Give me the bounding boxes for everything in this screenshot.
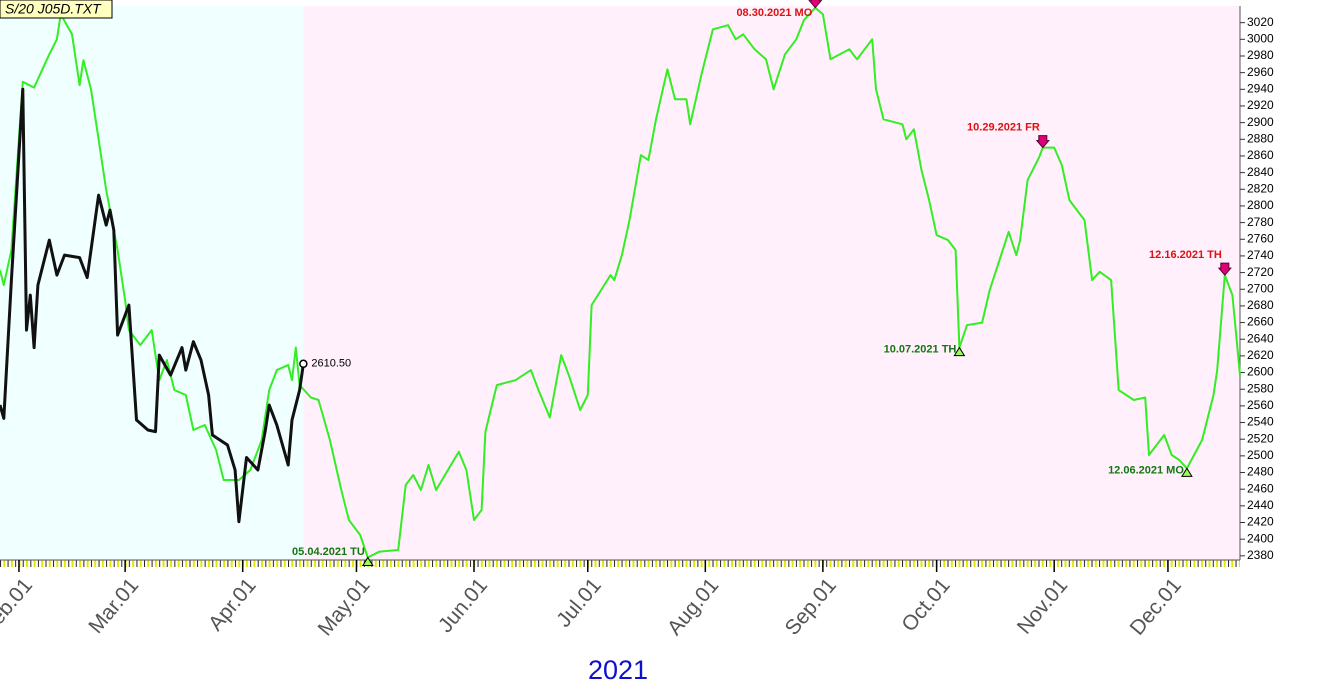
y-tick-label: 2700 [1247, 281, 1274, 295]
series-line [0, 87, 305, 524]
title-box [0, 0, 113, 19]
annotation: 08.30.2021 MO [736, 7, 812, 19]
forecast-background [303, 6, 1241, 560]
y-tick-label: 2440 [1247, 498, 1274, 512]
y-tick-label: 2800 [1247, 198, 1274, 212]
y-tick-label: 2680 [1247, 298, 1274, 312]
low-marker [361, 556, 374, 567]
y-tick-label: 2880 [1247, 131, 1274, 145]
x-tick-label: Sep.01 [781, 574, 841, 640]
high-marker [808, 0, 823, 9]
y-tick-label: 2580 [1247, 381, 1274, 395]
x-tick-label: May.01 [314, 574, 375, 640]
y-tick-label: 2520 [1247, 431, 1274, 445]
x-tick-label: Aug.01 [663, 574, 723, 640]
x-tick-label: Jun.01 [434, 574, 492, 637]
y-tick-label: 2900 [1247, 115, 1274, 129]
high-marker [1217, 262, 1232, 276]
y-tick-label: 2640 [1247, 331, 1274, 345]
y-tick-label: 3020 [1247, 15, 1274, 29]
x-tick-label: Nov.01 [1013, 574, 1072, 639]
y-tick-label: 2740 [1247, 248, 1274, 262]
low-marker [1181, 467, 1193, 477]
annotation: 05.04.2021 TU [292, 546, 365, 558]
y-tick-label: 2400 [1247, 531, 1274, 545]
minor-ticks [0, 560, 1240, 568]
history-background [0, 6, 304, 560]
y-tick-label: 2500 [1247, 448, 1274, 462]
y-tick-label: 2980 [1247, 48, 1274, 62]
x-tick-label: Apr.01 [204, 574, 261, 635]
y-tick-label: 2540 [1247, 415, 1274, 429]
x-tick-label: Mar.01 [84, 574, 143, 638]
y-tick-label: 2620 [1247, 348, 1274, 362]
annotation: 10.29.2021 FR [967, 122, 1040, 134]
y-tick-label: 2940 [1247, 81, 1274, 95]
annotation: 10.07.2021 TH [884, 343, 957, 355]
high-marker [1035, 135, 1050, 149]
chart-title: S/20 J05D.TXT [5, 1, 102, 17]
y-tick-label: 2380 [1247, 548, 1274, 562]
series-line [0, 6, 1241, 559]
y-tick-label: 2660 [1247, 315, 1274, 329]
y-tick-label: 2480 [1247, 465, 1274, 479]
last-point [299, 359, 308, 369]
y-tick-label: 2780 [1247, 215, 1274, 229]
y-tick-label: 3000 [1247, 31, 1274, 45]
low-marker [953, 346, 966, 357]
y-tick-label: 2840 [1247, 165, 1274, 179]
annotation: 12.16.2021 TH [1149, 249, 1222, 261]
y-tick-label: 2820 [1247, 181, 1274, 195]
annotation: 12.06.2021 MO [1108, 464, 1184, 476]
y-tick-label: 2600 [1247, 365, 1274, 379]
y-tick-label: 2960 [1247, 65, 1274, 79]
x-tick-label: Dec.01 [1126, 574, 1186, 640]
y-tick-label: 2760 [1247, 231, 1274, 245]
y-tick-label: 2720 [1247, 265, 1274, 279]
y-tick-label: 2460 [1247, 481, 1274, 495]
y-tick-label: 2860 [1247, 148, 1274, 162]
x-axis-label: 2021 [588, 655, 648, 685]
x-tick-label: Jul.01 [552, 574, 606, 632]
y-tick-label: 2560 [1247, 398, 1274, 412]
x-tick-label: Oct.01 [897, 574, 954, 636]
y-tick-label: 2420 [1247, 515, 1274, 529]
last-value-label: 2610.50 [311, 358, 351, 370]
y-tick-label: 2920 [1247, 98, 1274, 112]
x-tick-label: Feb.01 [0, 574, 37, 639]
